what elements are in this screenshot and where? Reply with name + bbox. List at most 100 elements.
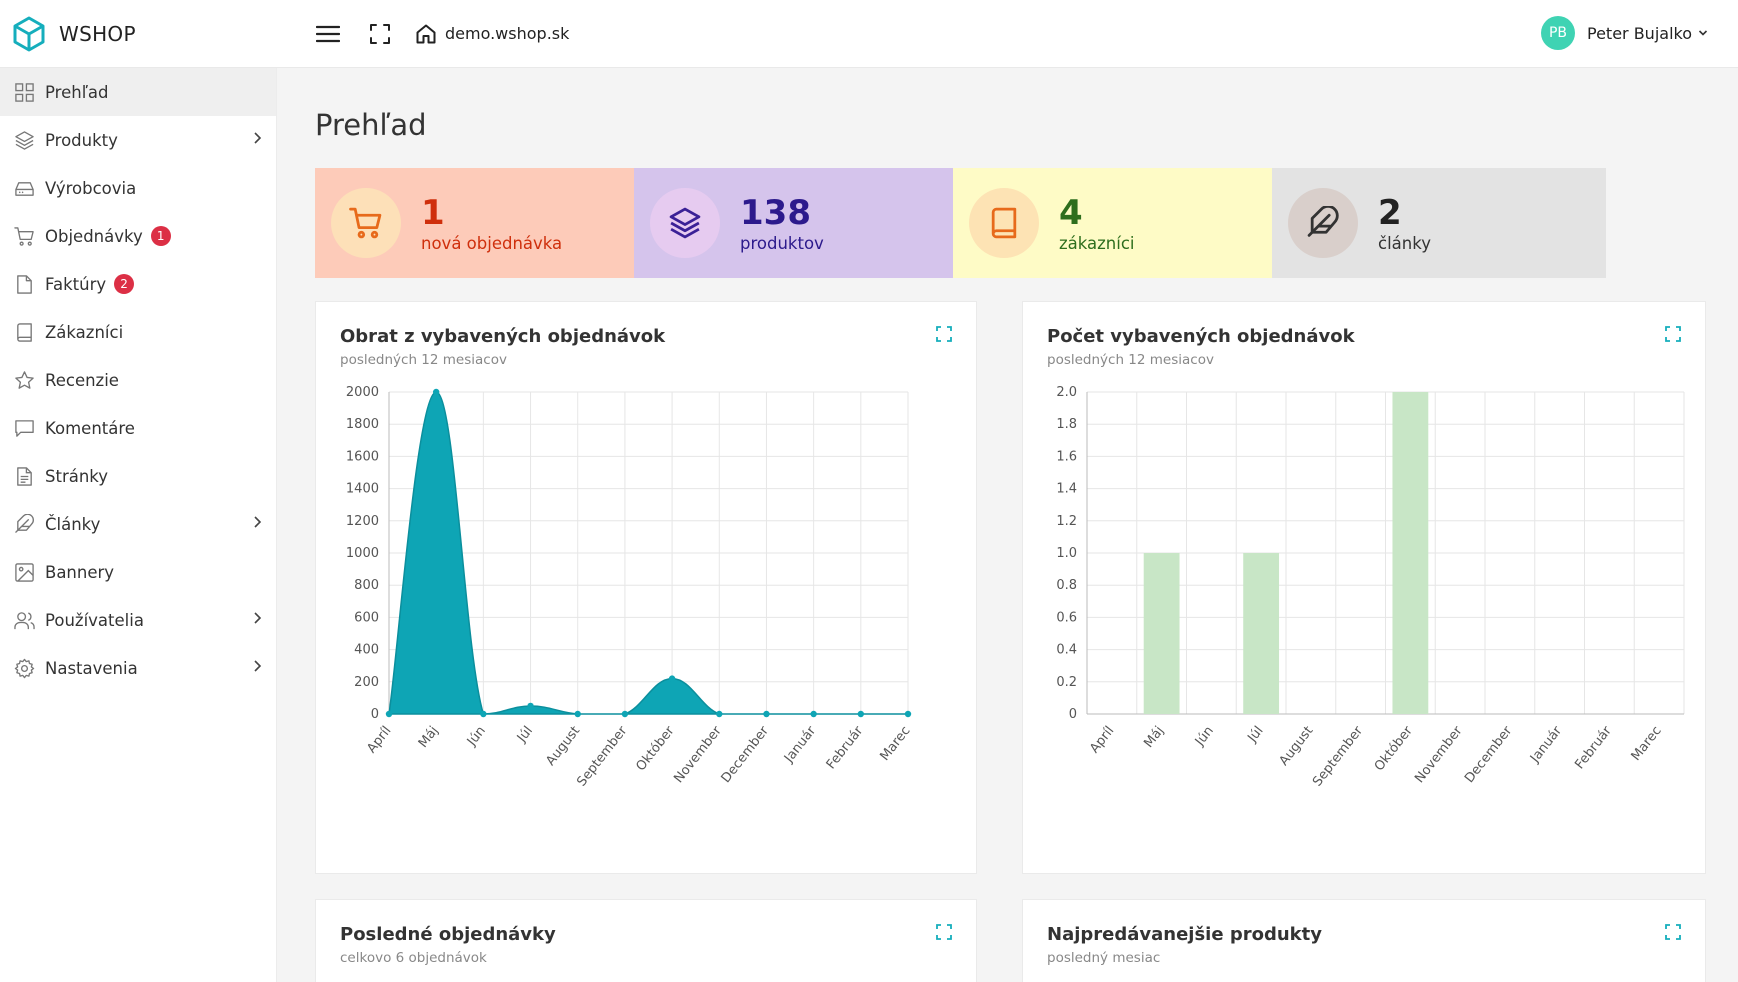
sidebar-item-pouzivatelia[interactable]: Používatelia (0, 596, 276, 644)
chevron-right-icon (254, 516, 262, 528)
message-icon (14, 419, 34, 437)
grid-icon-wrap (13, 81, 35, 103)
data-point[interactable] (432, 388, 440, 396)
bar[interactable] (1143, 553, 1180, 714)
x-tick-label: Júl (514, 724, 536, 746)
x-tick-label: December (1462, 723, 1516, 786)
y-tick-label: 1.4 (1056, 482, 1077, 497)
y-tick-label: 800 (354, 578, 379, 593)
book-icon (16, 322, 32, 342)
data-point[interactable] (810, 710, 817, 718)
card-title: Obrat z vybavených objednávok (340, 326, 666, 347)
fullscreen-button[interactable] (365, 19, 395, 49)
sidebar-item-zakaznici[interactable]: Zákazníci (0, 308, 276, 356)
products-stat[interactable]: 138 produktov (634, 168, 964, 278)
sidebar-item-nastavenia[interactable]: Nastavenia (0, 644, 276, 692)
card-title: Počet vybavených objednávok (1047, 326, 1355, 347)
sidebar-item-label: Bannery (45, 562, 115, 582)
y-tick-label: 1.8 (1056, 417, 1077, 432)
y-tick-label: 0.8 (1056, 578, 1077, 593)
settings-icon (14, 658, 34, 678)
sidebar-item-label: Nastavenia (45, 658, 138, 678)
sidebar-item-bannery[interactable]: Bannery (0, 548, 276, 596)
data-point[interactable] (480, 710, 487, 718)
customers-stat[interactable]: 4 zákazníci (953, 168, 1283, 278)
x-tick-label: Január (781, 723, 819, 766)
site-link[interactable]: demo.wshop.sk (415, 23, 569, 45)
file-text-icon (16, 466, 32, 486)
card-title: Posledné objednávky (340, 924, 556, 945)
y-tick-label: 0.6 (1056, 610, 1077, 625)
sidebar-item-faktury[interactable]: Faktúry 2 (0, 260, 276, 308)
data-point[interactable] (574, 710, 581, 718)
sidebar-item-recenzie[interactable]: Recenzie (0, 356, 276, 404)
data-point[interactable] (668, 675, 676, 682)
sidebar-item-produkty[interactable]: Produkty (0, 116, 276, 164)
expand-icon[interactable] (936, 924, 952, 940)
data-point[interactable] (716, 710, 723, 718)
star-icon (14, 370, 34, 389)
card-title: Najpredávanejšie produkty (1047, 924, 1322, 945)
data-point[interactable] (527, 702, 534, 710)
site-url: demo.wshop.sk (445, 24, 570, 43)
y-tick-label: 0 (1069, 707, 1077, 722)
y-tick-label: 1200 (346, 514, 379, 529)
orders-chart-card: Počet vybavených objednávok posledných 1… (1022, 301, 1706, 874)
x-tick-label: August (1277, 724, 1317, 769)
x-tick-label: Marec (877, 724, 913, 764)
sidebar-item-vyrobcovia[interactable]: Výrobcovia (0, 164, 276, 212)
settings-icon-wrap (13, 657, 35, 679)
y-tick-label: 200 (354, 675, 379, 690)
revenue-chart-card: Obrat z vybavených objednávok posledných… (315, 301, 977, 874)
page-title: Prehľad (315, 108, 427, 142)
menu-toggle-button[interactable] (313, 19, 343, 49)
user-menu[interactable]: PB Peter Bujalko (1541, 16, 1708, 50)
users-icon-wrap (13, 609, 35, 631)
new-orders-stat[interactable]: 1 nová objednávka (315, 168, 645, 278)
y-tick-label: 0 (371, 707, 379, 722)
feather-icon-wrap (13, 513, 35, 535)
main-content: Prehľad 1 nová objednávka 138 produktov … (278, 68, 1738, 982)
feather-icon (14, 513, 34, 533)
expand-icon[interactable] (1665, 924, 1681, 940)
card-subtitle: posledných 12 mesiacov (340, 352, 507, 368)
top-bar: WSHOP demo.wshop.sk PB Peter Bujalko (0, 0, 1738, 68)
y-tick-label: 1.0 (1056, 546, 1077, 561)
stat-icon-circle (331, 188, 401, 258)
layers-icon (669, 207, 701, 239)
bar[interactable] (1392, 392, 1429, 714)
drive-icon (14, 181, 34, 196)
sidebar-item-prehlad[interactable]: Prehľad (0, 68, 276, 116)
cart-icon-wrap (13, 225, 35, 247)
top-products-card: Najpredávanejšie produkty posledný mesia… (1022, 899, 1706, 982)
sidebar-item-stranky[interactable]: Stránky (0, 452, 276, 500)
expand-icon[interactable] (1665, 326, 1681, 342)
stat-icon-circle (1288, 188, 1358, 258)
image-icon-wrap (13, 561, 35, 583)
brand[interactable]: WSHOP (0, 16, 277, 52)
data-point[interactable] (621, 710, 629, 718)
cube-logo-icon (13, 16, 45, 51)
x-tick-label: December (719, 723, 773, 786)
x-tick-label: September (1310, 723, 1366, 789)
data-point[interactable] (385, 710, 393, 718)
card-subtitle: posledný mesiac (1047, 950, 1161, 966)
x-tick-label: Máj (1141, 724, 1167, 751)
y-tick-label: 1.6 (1056, 449, 1077, 464)
y-tick-label: 0.4 (1056, 643, 1077, 658)
card-subtitle: posledných 12 mesiacov (1047, 352, 1214, 368)
data-point[interactable] (763, 710, 770, 718)
data-point[interactable] (857, 710, 865, 718)
y-tick-label: 1600 (346, 449, 379, 464)
data-point[interactable] (904, 710, 912, 718)
bar[interactable] (1243, 553, 1280, 714)
sidebar-item-objednavky[interactable]: Objednávky 1 (0, 212, 276, 260)
user-name: Peter Bujalko (1587, 23, 1692, 43)
articles-stat[interactable]: 2 články (1272, 168, 1606, 278)
sidebar-item-komentare[interactable]: Komentáre (0, 404, 276, 452)
expand-icon[interactable] (936, 326, 952, 342)
sidebar-item-label: Používatelia (45, 610, 144, 630)
y-tick-label: 400 (354, 643, 379, 658)
stat-label: nová objednávka (421, 233, 563, 253)
sidebar-item-clanky[interactable]: Články (0, 500, 276, 548)
